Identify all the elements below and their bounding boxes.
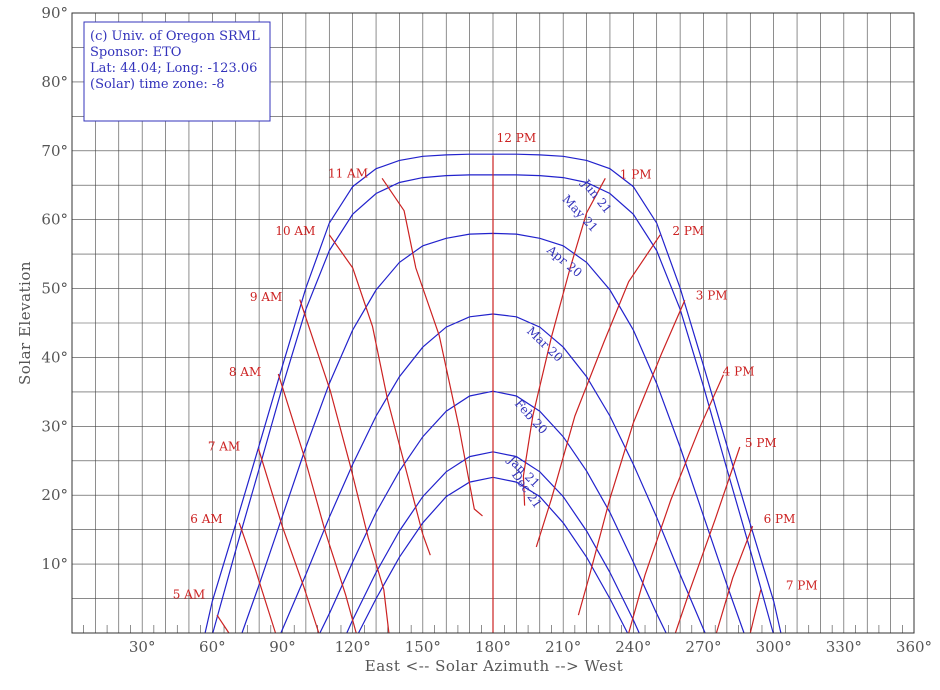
info-line-4: (Solar) time zone: -8 (90, 77, 225, 92)
hour-line-10-am (328, 234, 431, 556)
hour-line-11-am (381, 177, 483, 517)
hour-line-1-pm (522, 178, 606, 506)
y-tick-label: 40° (41, 348, 68, 366)
info-box-frame (83, 21, 271, 122)
y-tick-label: 50° (41, 280, 68, 298)
x-tick-labels: 30° 60° 90° 120° 150° 180° 210° 240° 270° 300° 330… (129, 638, 932, 656)
hour-label: 3 PM (696, 289, 728, 303)
hour-label: 12 PM (497, 131, 536, 145)
info-line-3: Lat: 44.04; Long: -123.06 (90, 61, 257, 76)
hour-line-5-pm (674, 446, 741, 634)
plot-frame (71, 12, 915, 634)
hour-label: 10 AM (275, 224, 315, 238)
hour-line-9-am (299, 299, 390, 634)
hour-line-2-pm (535, 234, 661, 548)
y-axis-title: Solar Elevation (16, 261, 34, 385)
x-axis-title: East <-- Solar Azimuth --> West (365, 657, 624, 675)
hour-line-7-am (258, 448, 320, 634)
info-line-1: (c) Univ. of Oregon SRML (90, 29, 260, 44)
x-tick-label: 30° (129, 638, 156, 656)
hour-label: 6 AM (190, 512, 222, 526)
x-tick-label: 60° (199, 638, 226, 656)
hour-label: 4 PM (723, 364, 755, 378)
hour-label: 9 AM (250, 290, 282, 304)
x-tick-label: 330° (826, 638, 862, 656)
hour-line-3-pm (577, 300, 686, 616)
y-tick-label: 30° (41, 417, 68, 435)
y-tick-label: 80° (41, 73, 68, 91)
x-tick-label: 150° (405, 638, 441, 656)
x-tick-label: 210° (545, 638, 581, 656)
hour-lines (216, 155, 762, 634)
info-box: (c) Univ. of Oregon SRML Sponsor: ETO La… (83, 21, 271, 122)
date-label: Apr 20 (544, 242, 585, 280)
y-tick-label: 70° (41, 142, 68, 160)
hour-label: 6 PM (764, 512, 796, 526)
y-tick-label: 10° (41, 555, 68, 573)
hour-line-4-pm (628, 374, 724, 634)
hour-line-7-pm (749, 589, 762, 634)
x-tick-label: 300° (756, 638, 792, 656)
hour-label: 8 AM (229, 365, 261, 379)
y-tick-labels: 10° 20° 30° 40° 50° 60° 70° 80° 90° (41, 4, 68, 573)
hour-label: 7 PM (786, 579, 818, 593)
y-tick-label: 90° (41, 4, 68, 22)
hour-label: 7 AM (208, 439, 240, 453)
hour-label: 1 PM (620, 167, 652, 181)
x-tick-label: 90° (269, 638, 296, 656)
x-tick-label: 270° (685, 638, 721, 656)
hour-label: 5 PM (745, 436, 777, 450)
hour-line-8-am (277, 373, 357, 634)
hour-line-6-pm (715, 525, 754, 634)
y-tick-label: 20° (41, 486, 68, 504)
y-tick-label: 60° (41, 211, 68, 229)
hour-label: 11 AM (328, 167, 368, 181)
hour-label: 5 AM (173, 588, 205, 602)
x-tick-label: 180° (475, 638, 511, 656)
hour-line-6-am (238, 522, 277, 634)
hour-label: 2 PM (672, 224, 704, 238)
x-tick-label: 120° (335, 638, 371, 656)
hour-line-5-am (216, 614, 230, 634)
hour-labels: 5 AM 6 AM 7 AM 8 AM 9 AM 10 AM 11 AM 12 PM 1 PM 2… (173, 131, 818, 602)
info-line-2: Sponsor: ETO (90, 45, 181, 60)
x-tick-label: 240° (615, 638, 651, 656)
date-line-jun-21 (204, 153, 782, 634)
x-tick-label: 360° (896, 638, 932, 656)
